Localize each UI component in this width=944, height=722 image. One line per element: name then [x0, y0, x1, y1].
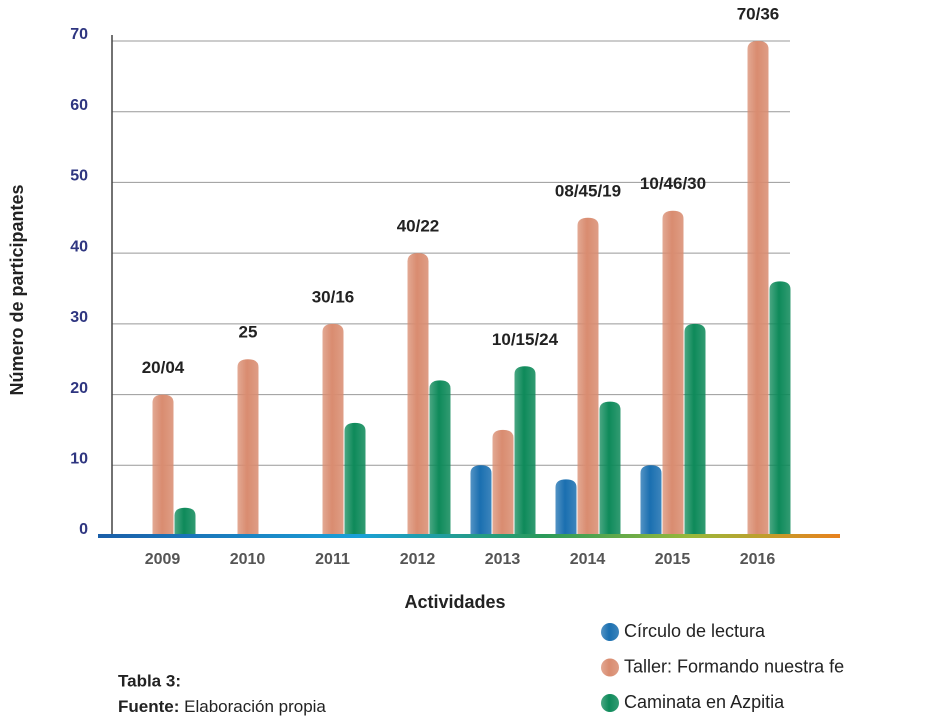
group-label: 40/22 — [397, 217, 440, 236]
group-label: 25 — [239, 323, 258, 342]
group-label: 08/45/19 — [555, 181, 621, 200]
source-text: Elaboración propia — [184, 697, 326, 716]
bar — [429, 380, 451, 536]
group-label: 20/04 — [142, 358, 185, 377]
bar — [514, 366, 536, 536]
y-tick-label: 60 — [70, 97, 88, 114]
group-label: 10/46/30 — [640, 174, 706, 193]
bar — [555, 479, 577, 536]
bar — [747, 41, 769, 536]
bar — [684, 323, 706, 536]
x-tick-label: 2014 — [570, 551, 606, 568]
group-label: 30/16 — [312, 287, 355, 306]
x-axis-label: Actividades — [404, 592, 505, 612]
x-tick-label: 2009 — [145, 551, 181, 568]
bar — [237, 359, 259, 536]
source: Fuente: Elaboración propia — [118, 697, 326, 716]
bar — [492, 429, 514, 536]
bar — [152, 394, 174, 536]
bar — [599, 401, 621, 536]
bar — [344, 422, 366, 536]
bar — [174, 507, 196, 536]
legend-label: Círculo de lectura — [624, 621, 766, 641]
table-label: Tabla 3: — [118, 671, 181, 690]
x-axis-baseline — [98, 534, 840, 538]
y-tick-label: 10 — [70, 451, 88, 468]
x-tick-label: 2012 — [400, 551, 436, 568]
bar — [640, 465, 662, 536]
legend-label: Caminata en Azpitia — [624, 692, 785, 712]
y-tick-label: 30 — [70, 309, 88, 326]
group-label: 10/15/24 — [492, 330, 559, 349]
x-tick-label: 2010 — [230, 551, 266, 568]
bar — [470, 465, 492, 536]
bar — [662, 210, 684, 536]
legend-marker — [601, 694, 619, 712]
y-tick-label: 20 — [70, 380, 88, 397]
bar — [577, 217, 599, 537]
group-label: 70/36 — [737, 4, 780, 23]
y-axis-label: Número de participantes — [7, 184, 27, 395]
bar — [407, 253, 429, 536]
bar — [322, 323, 344, 536]
y-tick-label: 40 — [70, 238, 88, 255]
legend-label: Taller: Formando nuestra fe — [624, 656, 844, 676]
legend-marker — [601, 658, 619, 677]
source-label: Fuente: — [118, 697, 179, 716]
x-tick-label: 2013 — [485, 551, 521, 568]
x-tick-label: 2015 — [655, 551, 691, 568]
x-tick-label: 2011 — [315, 551, 350, 568]
bar — [769, 281, 791, 536]
y-tick-label: 70 — [70, 26, 88, 43]
legend-marker — [601, 623, 619, 641]
y-tick-label: 50 — [70, 168, 88, 185]
x-tick-label: 2016 — [740, 551, 776, 568]
y-tick-label: 0 — [79, 521, 88, 538]
